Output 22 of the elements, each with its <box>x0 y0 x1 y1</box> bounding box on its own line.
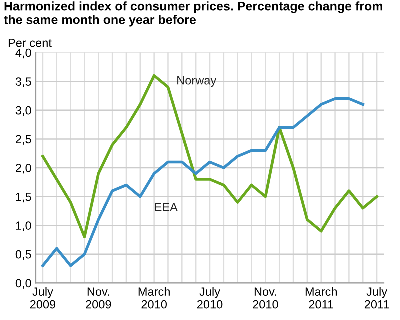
chart-title: Harmonized index of consumer prices. Percentage change from the same month one year before <box>4 2 382 27</box>
x-tick-label: Nov. 2009 <box>86 288 112 309</box>
y-tick-label: 3,5 <box>16 78 32 88</box>
y-tick-label: 3,0 <box>16 106 32 116</box>
line-series <box>42 97 365 268</box>
y-tick-label: 0,0 <box>16 279 32 289</box>
y-tick-label: 1,0 <box>16 222 32 232</box>
x-tick-label: July 2011 <box>364 287 390 309</box>
y-tick-label: 4,0 <box>16 48 32 59</box>
x-tick-label: Nov. 2010 <box>253 288 278 309</box>
y-tick-label: 2,0 <box>16 164 32 174</box>
y-tick-label: 1,5 <box>16 192 32 203</box>
x-tick-label: March 2010 <box>138 287 170 309</box>
line-series <box>42 74 378 239</box>
series-label: EEA <box>155 203 178 212</box>
series-label: Norway <box>178 76 217 88</box>
y-axis-title: Per cent <box>8 39 52 48</box>
x-tick-label: July 2009 <box>30 287 56 309</box>
x-tick-label: July 2010 <box>197 287 223 309</box>
y-tick-label: 0,5 <box>16 250 32 260</box>
y-tick-label: 2,5 <box>16 135 32 145</box>
x-tick-label: March 2011 <box>306 287 337 309</box>
